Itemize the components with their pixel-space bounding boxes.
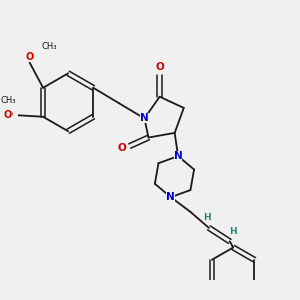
Text: O: O xyxy=(4,110,12,120)
Text: O: O xyxy=(118,143,127,153)
Text: N: N xyxy=(174,151,182,161)
Text: H: H xyxy=(203,213,211,222)
Text: O: O xyxy=(4,110,12,120)
Text: methoxy: methoxy xyxy=(9,98,16,99)
Text: H: H xyxy=(229,226,236,236)
Text: N: N xyxy=(140,113,149,124)
Text: CH₃: CH₃ xyxy=(41,42,57,51)
Text: N: N xyxy=(174,151,182,161)
Text: O: O xyxy=(25,52,34,62)
Text: O: O xyxy=(155,62,164,72)
Text: CH₃: CH₃ xyxy=(0,96,16,105)
Text: N: N xyxy=(167,192,175,202)
